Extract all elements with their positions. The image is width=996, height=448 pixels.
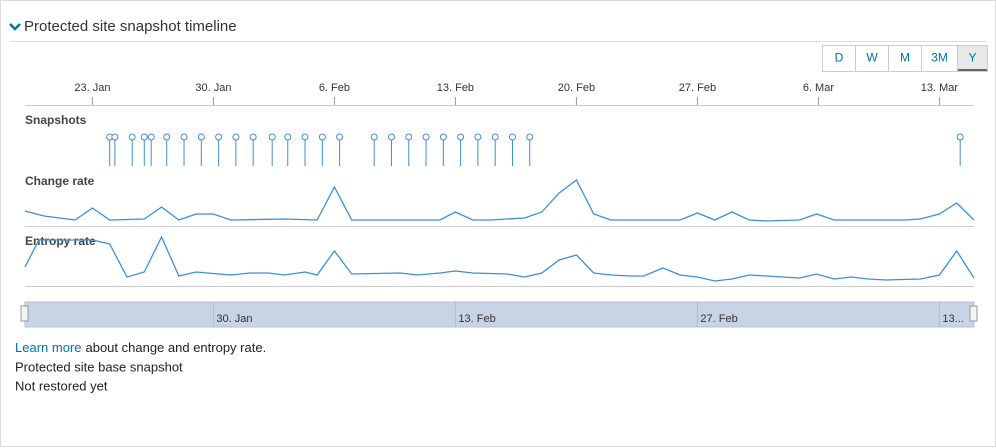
snapshot-marker[interactable] [370,133,378,166]
snapshot-marker[interactable] [956,133,964,166]
range-button-label[interactable]: D [835,51,844,65]
range-button-label[interactable]: M [900,51,910,65]
band-label: Entropy rate [25,234,96,248]
x-tick-label: 6. Feb [319,82,350,94]
range-button-label[interactable]: 3M [931,51,948,65]
navigator[interactable] [24,301,975,328]
snapshot-marker[interactable] [215,133,223,166]
snapshot-marker[interactable] [405,133,413,166]
snapshot-marker[interactable] [318,133,326,166]
x-tick-label: 13. Feb [437,82,474,94]
navigator-tick-label: 30. Jan [216,313,252,325]
navigator-tick-label: 13... [942,313,963,325]
snapshot-marker[interactable] [491,133,499,166]
snapshot-marker[interactable] [336,133,344,166]
footer-line: Protected site base snapshot [15,359,183,374]
navigator-handle[interactable] [20,305,29,322]
panel-title: Protected site snapshot timeline [24,18,237,35]
range-button-label[interactable]: Y [968,51,976,65]
snapshot-marker[interactable] [163,133,171,166]
x-tick-label: 27. Feb [679,82,716,94]
snapshot-marker[interactable] [140,133,148,166]
snapshot-marker[interactable] [457,133,465,166]
band-label: Change rate [25,174,95,188]
range-button[interactable] [855,45,889,72]
x-tick-label: 23. Jan [74,82,110,94]
rate-line [24,179,975,222]
snapshot-marker[interactable] [268,133,276,166]
x-tick-label: 6. Mar [803,82,835,94]
range-button[interactable] [921,45,958,72]
link-text: about change and entropy rate. [85,340,266,355]
learn-more-link[interactable]: Learn more [15,340,81,355]
x-tick-label: 13. Mar [921,82,959,94]
x-tick-label: 30. Jan [195,82,231,94]
snapshot-marker[interactable] [111,133,119,166]
snapshot-marker[interactable] [301,133,309,166]
range-button-label[interactable]: W [866,51,878,65]
snapshot-marker[interactable] [180,133,188,166]
snapshot-marker[interactable] [439,133,447,166]
footer-line: Learn more about change and entropy rate. [15,340,266,355]
collapse-chevron[interactable] [9,23,21,31]
snapshot-marker[interactable] [387,133,395,166]
snapshot-marker[interactable] [147,133,155,166]
x-tick-label: 20. Feb [558,82,595,94]
range-button[interactable] [957,45,988,72]
navigator-handle[interactable] [969,305,978,322]
snapshot-marker[interactable] [197,133,205,166]
footer-line: Not restored yet [15,378,108,393]
navigator-tick-label: 27. Feb [700,313,737,325]
snapshot-marker[interactable] [474,133,482,166]
snapshot-marker[interactable] [422,133,430,166]
band-label: Snapshots [25,113,87,127]
navigator-tick-label: 13. Feb [458,313,495,325]
snapshot-marker[interactable] [526,133,534,166]
snapshot-marker[interactable] [128,133,136,166]
range-button[interactable] [822,45,856,72]
snapshot-marker[interactable] [249,133,257,166]
rate-line [24,235,975,282]
snapshot-marker[interactable] [284,133,292,166]
snapshot-marker[interactable] [232,133,240,166]
snapshot-marker[interactable] [508,133,516,166]
